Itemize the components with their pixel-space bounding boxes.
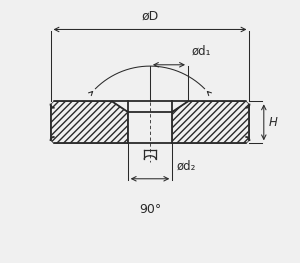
Text: 90°: 90°: [139, 204, 161, 216]
Text: ød₂: ød₂: [176, 159, 196, 173]
Text: H: H: [268, 116, 278, 129]
Text: ød₁: ød₁: [192, 45, 212, 58]
Text: øD: øD: [141, 9, 159, 22]
